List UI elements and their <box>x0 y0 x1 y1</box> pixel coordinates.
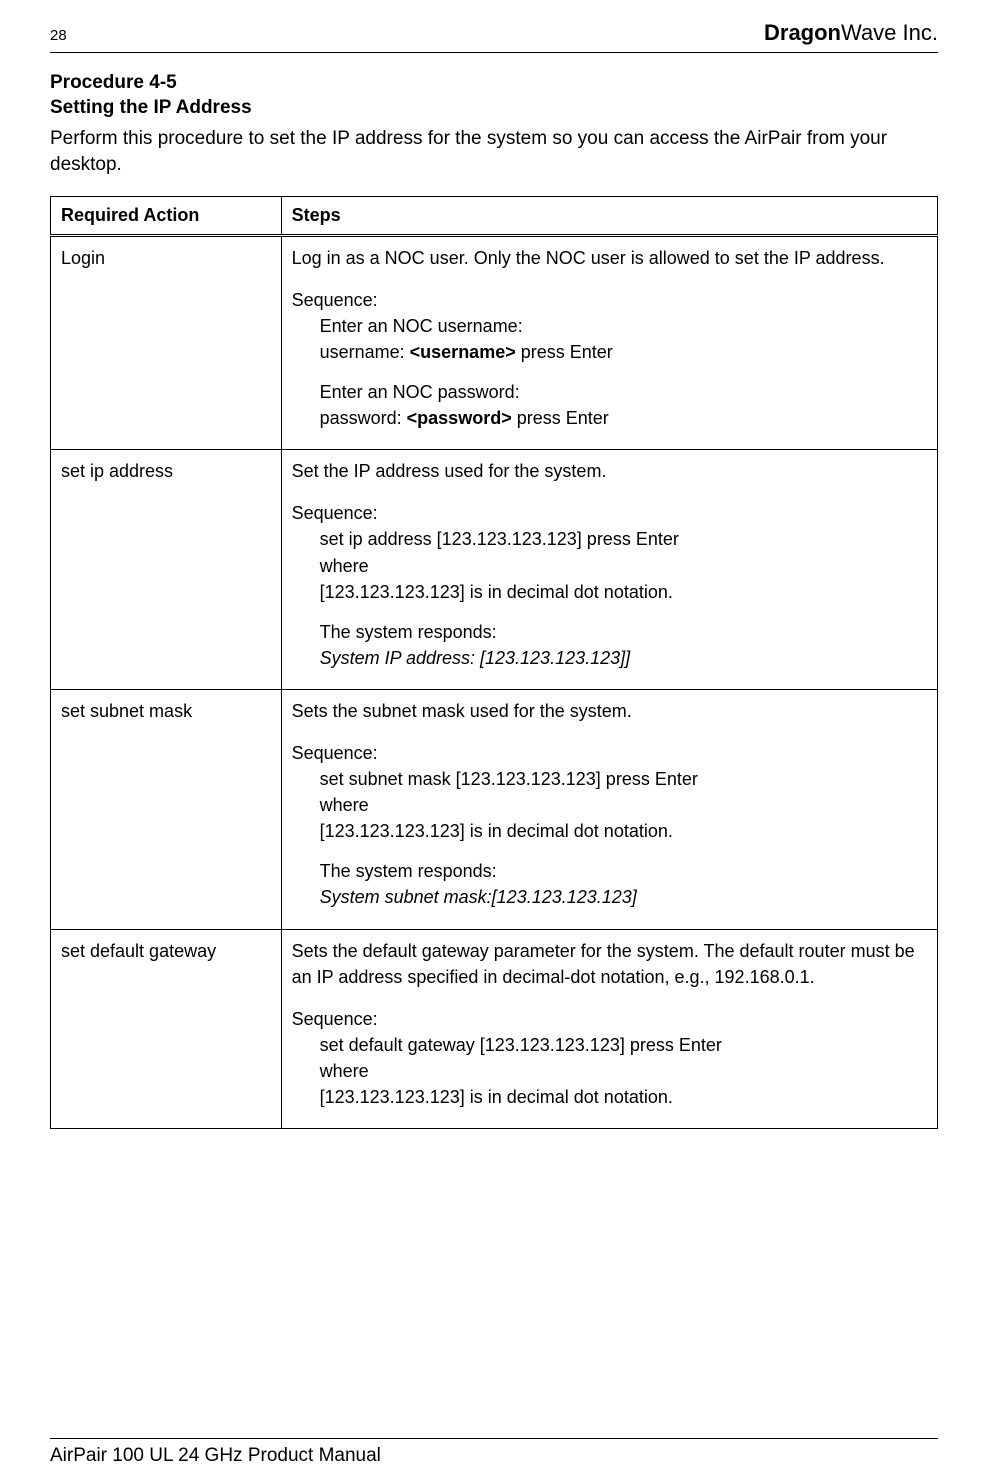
step-intro: Set the IP address used for the system. <box>292 458 927 484</box>
page-number: 28 <box>50 27 67 44</box>
table-row: set default gateway Sets the default gat… <box>51 929 938 1129</box>
cred-bold: <password> <box>407 408 512 428</box>
response-text: System subnet mask:[123.123.123.123] <box>292 884 927 910</box>
footer-text: AirPair 100 UL 24 GHz Product Manual <box>50 1445 381 1466</box>
procedure-description: Perform this procedure to set the IP add… <box>50 126 938 177</box>
table-row: set ip address Set the IP address used f… <box>51 450 938 690</box>
page-header: 28 DragonWave Inc. <box>50 20 938 53</box>
brand-rest: Wave Inc. <box>841 20 938 45</box>
response-text: System IP address: [123.123.123.123]] <box>292 645 927 671</box>
step-line: set ip address [123.123.123.123] press E… <box>292 526 927 552</box>
response-label: The system responds: <box>292 619 927 645</box>
cell-action: set ip address <box>51 450 282 690</box>
cred-post: press Enter <box>512 408 609 428</box>
sequence-label: Sequence: <box>292 500 927 526</box>
sequence-label: Sequence: <box>292 740 927 766</box>
cred-bold: <username> <box>410 342 516 362</box>
step-intro: Log in as a NOC user. Only the NOC user … <box>292 245 927 271</box>
cell-action: Login <box>51 235 282 450</box>
page-footer: AirPair 100 UL 24 GHz Product Manual <box>50 1438 938 1467</box>
cell-steps: Sets the subnet mask used for the system… <box>281 689 937 929</box>
step-line: where <box>292 792 927 818</box>
step-line: Enter an NOC username: <box>292 313 927 339</box>
col-header-action: Required Action <box>51 196 282 235</box>
step-line: [123.123.123.123] is in decimal dot nota… <box>292 579 927 605</box>
table-row: set subnet mask Sets the subnet mask use… <box>51 689 938 929</box>
cred-post: press Enter <box>516 342 613 362</box>
step-line: password: <password> press Enter <box>292 405 927 431</box>
col-header-steps: Steps <box>281 196 937 235</box>
table-header-row: Required Action Steps <box>51 196 938 235</box>
step-line: where <box>292 1058 927 1084</box>
step-intro: Sets the subnet mask used for the system… <box>292 698 927 724</box>
procedure-heading: Procedure 4-5 Setting the IP Address <box>50 71 938 120</box>
sequence-label: Sequence: <box>292 1006 927 1032</box>
step-intro: Sets the default gateway parameter for t… <box>292 938 927 990</box>
cell-action: set default gateway <box>51 929 282 1129</box>
procedure-table: Required Action Steps Login Log in as a … <box>50 196 938 1129</box>
cred-pre: password: <box>320 408 407 428</box>
cred-pre: username: <box>320 342 410 362</box>
response-label: The system responds: <box>292 858 927 884</box>
cell-steps: Sets the default gateway parameter for t… <box>281 929 937 1129</box>
cell-steps: Set the IP address used for the system. … <box>281 450 937 690</box>
step-line: username: <username> press Enter <box>292 339 927 365</box>
cell-action: set subnet mask <box>51 689 282 929</box>
step-line: [123.123.123.123] is in decimal dot nota… <box>292 1084 927 1110</box>
brand: DragonWave Inc. <box>764 20 938 46</box>
procedure-title: Setting the IP Address <box>50 97 252 118</box>
step-line: [123.123.123.123] is in decimal dot nota… <box>292 818 927 844</box>
cell-steps: Log in as a NOC user. Only the NOC user … <box>281 235 937 450</box>
brand-bold: Dragon <box>764 20 841 45</box>
sequence-label: Sequence: <box>292 287 927 313</box>
step-line: Enter an NOC password: <box>292 379 927 405</box>
step-line: set subnet mask [123.123.123.123] press … <box>292 766 927 792</box>
step-line: where <box>292 553 927 579</box>
procedure-code: Procedure 4-5 <box>50 72 177 93</box>
table-row: Login Log in as a NOC user. Only the NOC… <box>51 235 938 450</box>
step-line: set default gateway [123.123.123.123] pr… <box>292 1032 927 1058</box>
